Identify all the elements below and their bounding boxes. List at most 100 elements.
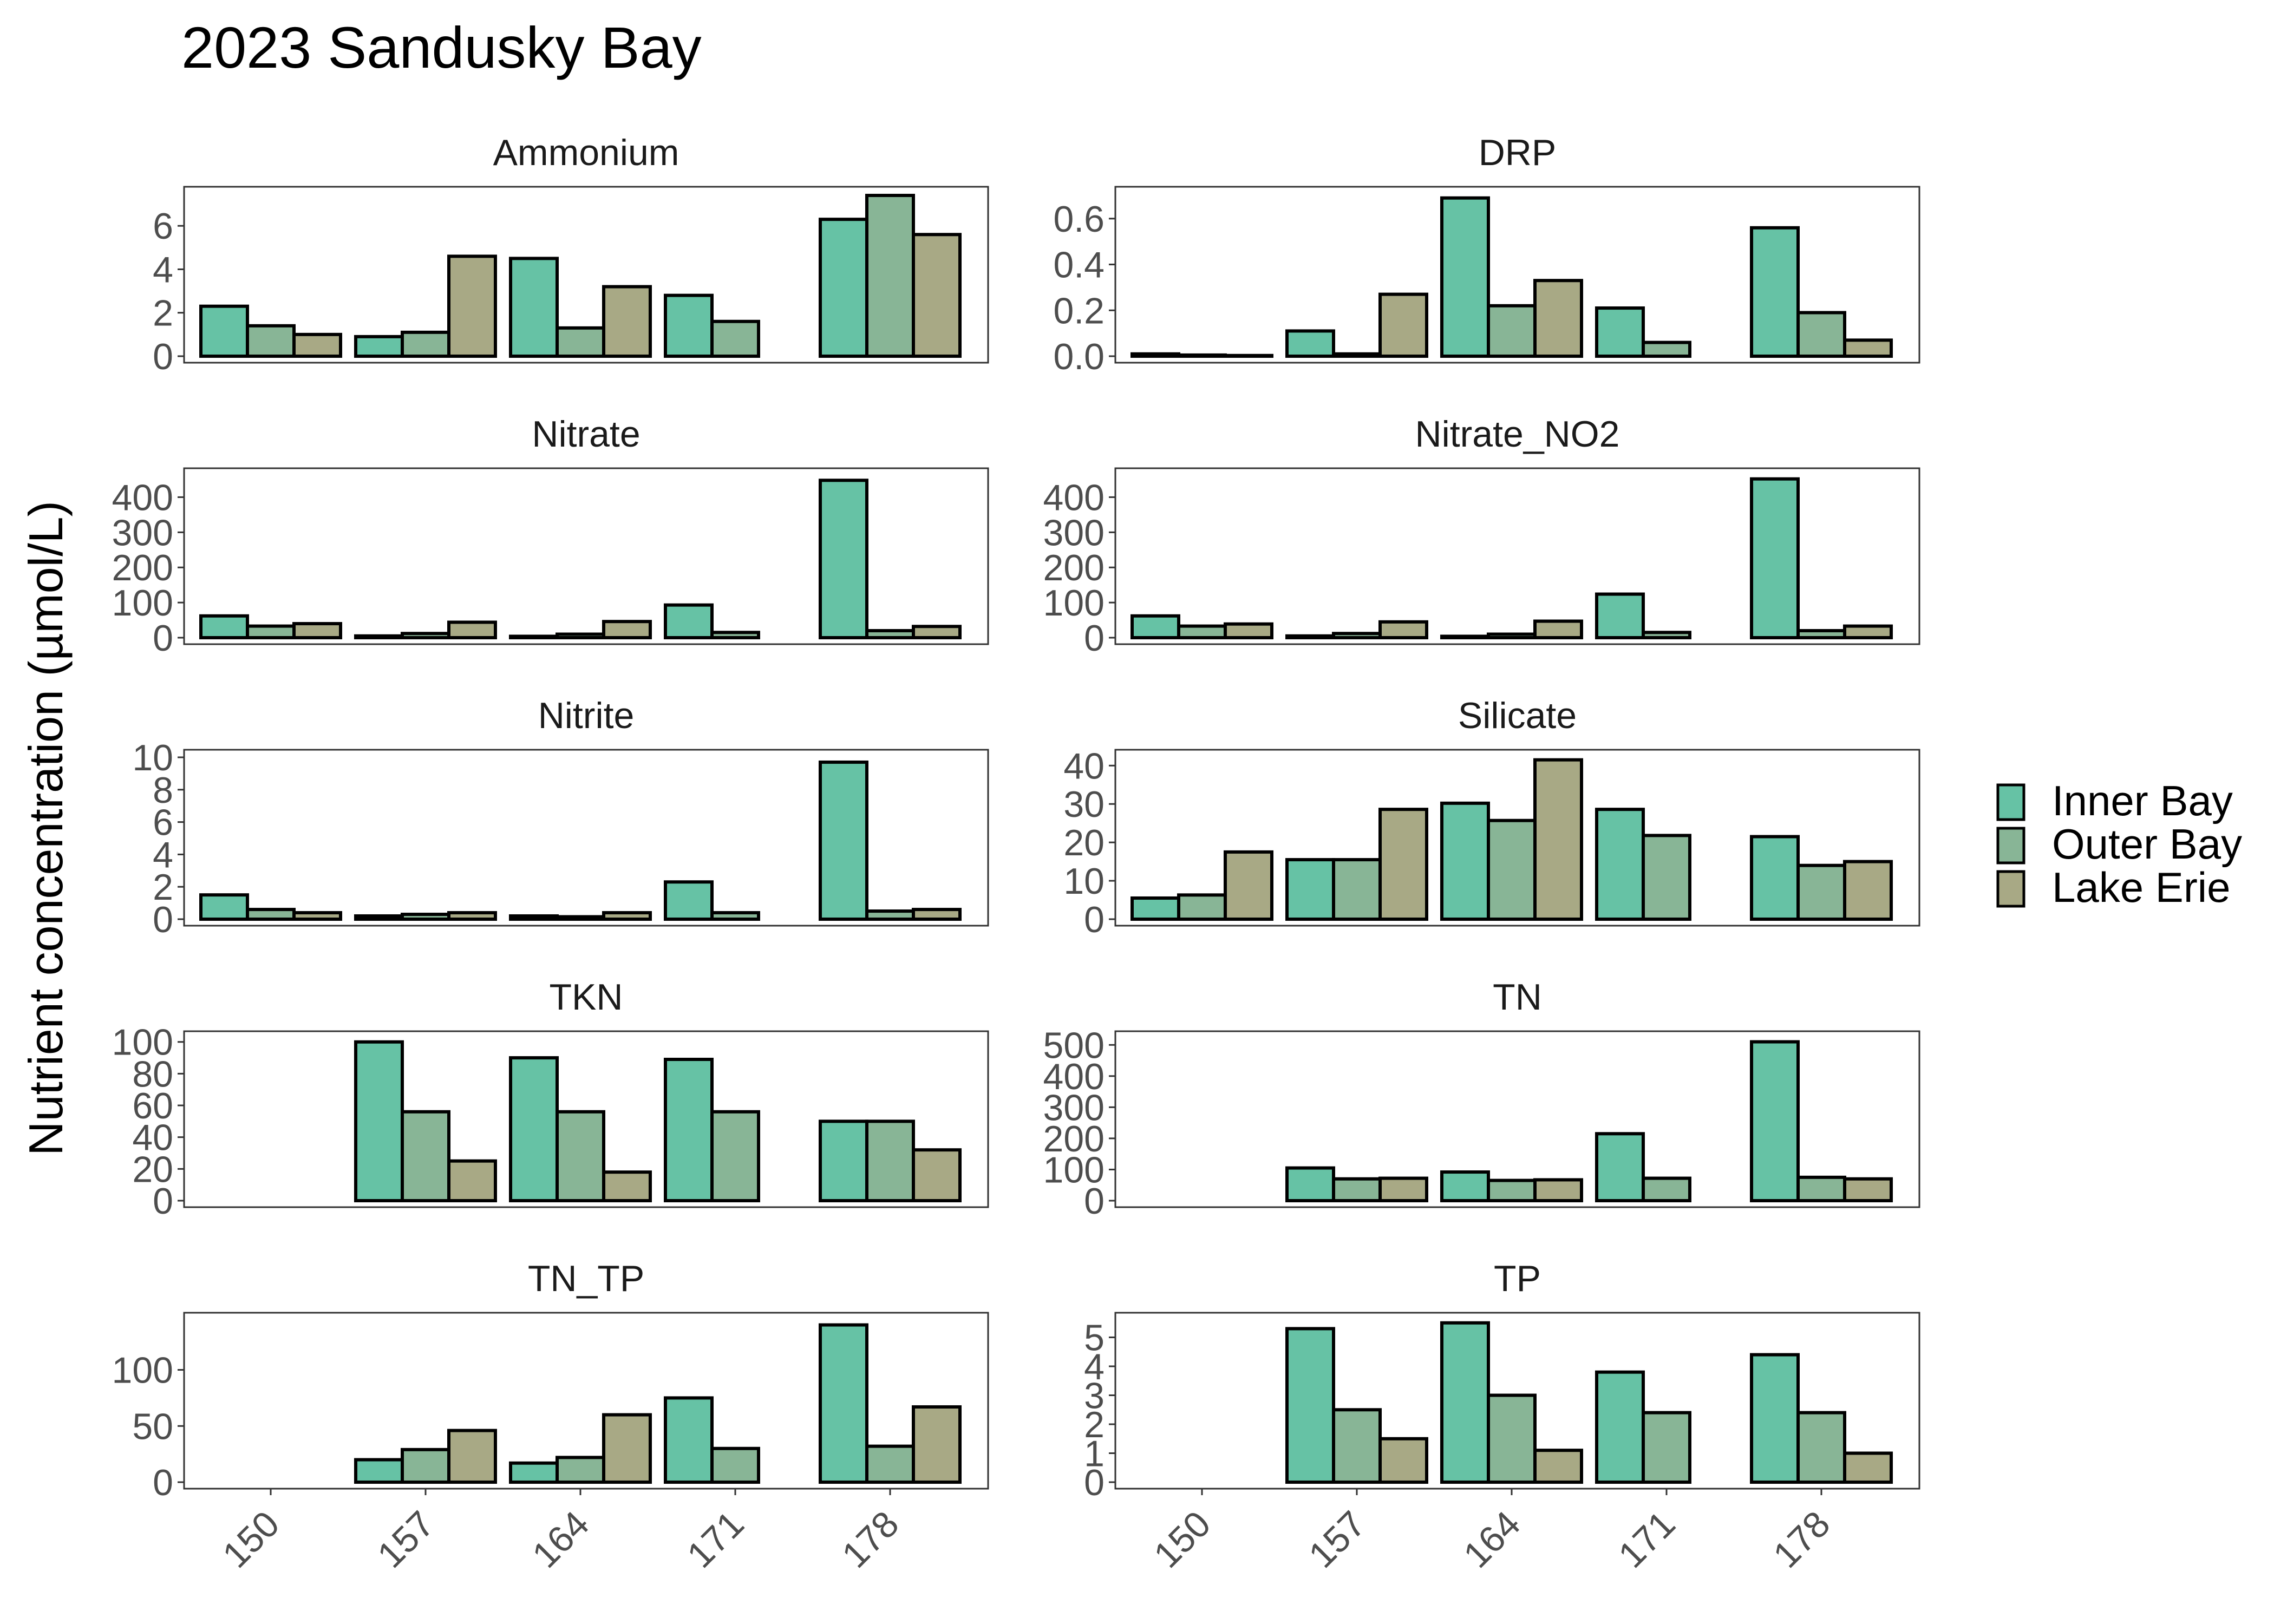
bar-lake-erie-178 (912, 1405, 962, 1484)
bar-outer-bay-178 (865, 1444, 915, 1484)
panel-title: Nitrate_NO2 (1415, 414, 1620, 455)
bar-inner-bay-178 (1750, 477, 1800, 639)
bar-lake-erie-164 (1533, 279, 1583, 358)
y-tick-label: 0 (153, 899, 173, 940)
bar-outer-bay-171 (710, 911, 760, 921)
bar-outer-bay-164 (556, 326, 605, 358)
bar-lake-erie-157 (447, 911, 497, 921)
bar-lake-erie-178 (912, 233, 962, 358)
y-tick-label: 80 (132, 1053, 173, 1095)
y-tick-label: 300 (112, 512, 173, 553)
bar-inner-bay-157 (1285, 634, 1335, 640)
y-tick-label: 0 (1084, 618, 1105, 659)
x-tick-label: 178 (834, 1503, 907, 1576)
y-tick-label: 400 (1043, 477, 1105, 518)
bar-outer-bay-164 (1487, 818, 1537, 921)
bar-outer-bay-164 (556, 915, 605, 921)
chart-panels: Ammonium0246DRP0.00.20.40.6Nitrate010020… (112, 132, 1920, 1576)
bar-outer-bay-157 (401, 1110, 450, 1203)
bar-inner-bay-157 (354, 335, 404, 358)
bar-outer-bay-171 (1642, 631, 1691, 640)
bar-inner-bay-150 (1131, 896, 1180, 921)
bar-outer-bay-171 (710, 631, 760, 640)
y-tick-label: 3 (1084, 1375, 1105, 1416)
bar-inner-bay-171 (664, 603, 714, 639)
y-tick-label: 10 (1063, 861, 1105, 902)
y-tick-label: 200 (1043, 547, 1105, 588)
y-tick-label: 0 (153, 618, 173, 659)
bar-inner-bay-164 (509, 1461, 559, 1484)
bar-inner-bay-171 (1595, 1132, 1645, 1203)
y-tick-label: 0.6 (1053, 199, 1105, 240)
bar-inner-bay-157 (354, 634, 404, 640)
panel-frame (1114, 1030, 1920, 1208)
y-tick-label: 0 (1084, 899, 1105, 940)
bar-inner-bay-171 (664, 293, 714, 358)
bar-lake-erie-150 (292, 332, 342, 358)
bar-outer-bay-178 (1796, 1411, 1846, 1484)
y-tick-label: 100 (112, 1350, 173, 1391)
bar-lake-erie-164 (1533, 1178, 1583, 1202)
bar-lake-erie-178 (912, 1148, 962, 1202)
y-tick-label: 20 (132, 1149, 173, 1190)
y-axis-label: Nutrient concentration (µmol/L) (19, 501, 73, 1156)
bar-inner-bay-171 (1595, 1370, 1645, 1484)
panel-title: TP (1494, 1258, 1541, 1299)
bar-inner-bay-171 (664, 1057, 714, 1202)
y-tick-label: 4 (153, 834, 173, 875)
bar-inner-bay-178 (1750, 1040, 1800, 1202)
bar-outer-bay-164 (556, 1456, 605, 1484)
bar-inner-bay-178 (1750, 835, 1800, 921)
y-tick-label: 2 (153, 867, 173, 908)
bar-inner-bay-157 (1285, 1327, 1335, 1484)
chart-title: 2023 Sandusky Bay (181, 15, 702, 80)
bar-outer-bay-171 (710, 1110, 760, 1203)
legend-label: Lake Erie (2052, 863, 2231, 911)
bar-outer-bay-178 (1796, 1175, 1846, 1202)
bar-inner-bay-157 (1285, 858, 1335, 921)
bar-inner-bay-164 (1440, 196, 1490, 358)
legend-label: Outer Bay (2052, 820, 2242, 868)
y-tick-label: 2 (1084, 1404, 1105, 1445)
bar-inner-bay-150 (199, 304, 249, 358)
bar-outer-bay-157 (1332, 1177, 1382, 1203)
bar-inner-bay-150 (1131, 614, 1180, 640)
bar-lake-erie-150 (292, 622, 342, 640)
bar-outer-bay-171 (1642, 834, 1691, 921)
y-tick-label: 60 (132, 1085, 173, 1127)
bar-outer-bay-157 (401, 632, 450, 640)
panel-title: Ammonium (493, 132, 679, 173)
y-tick-label: 100 (1043, 582, 1105, 624)
x-tick-label: 157 (370, 1503, 442, 1576)
panel-tn_tp: TN_TP 0 50 100 150 157 164 171 178 (112, 1258, 989, 1576)
panel-title: Nitrite (538, 695, 635, 736)
bar-inner-bay-178 (819, 479, 868, 640)
bar-inner-bay-157 (354, 1040, 404, 1202)
bar-outer-bay-178 (865, 1119, 915, 1203)
bar-outer-bay-171 (1642, 1411, 1691, 1484)
panel-frame (1114, 1312, 1920, 1490)
legend-label: Inner Bay (2052, 777, 2233, 824)
bar-lake-erie-157 (447, 254, 497, 358)
bar-outer-bay-164 (556, 632, 605, 639)
bar-outer-bay-157 (401, 1448, 450, 1484)
y-tick-label: 0 (1084, 1181, 1105, 1222)
panel-frame (1114, 186, 1920, 364)
y-tick-label: 0 (153, 1181, 173, 1222)
y-tick-label: 100 (112, 582, 173, 624)
bar-inner-bay-164 (509, 634, 559, 640)
y-tick-label: 0.0 (1053, 336, 1105, 377)
bar-lake-erie-157 (1378, 1437, 1428, 1484)
bar-outer-bay-171 (710, 1446, 760, 1484)
bar-outer-bay-157 (1332, 352, 1382, 358)
panel-title: TN_TP (528, 1258, 644, 1299)
y-tick-label: 300 (1043, 1087, 1105, 1128)
bar-outer-bay-157 (401, 913, 450, 921)
x-tick-label: 178 (1766, 1503, 1838, 1576)
bar-lake-erie-164 (1533, 758, 1583, 921)
bar-lake-erie-164 (1533, 1449, 1583, 1484)
bar-inner-bay-157 (354, 914, 404, 921)
x-tick-label: 157 (1301, 1503, 1374, 1576)
